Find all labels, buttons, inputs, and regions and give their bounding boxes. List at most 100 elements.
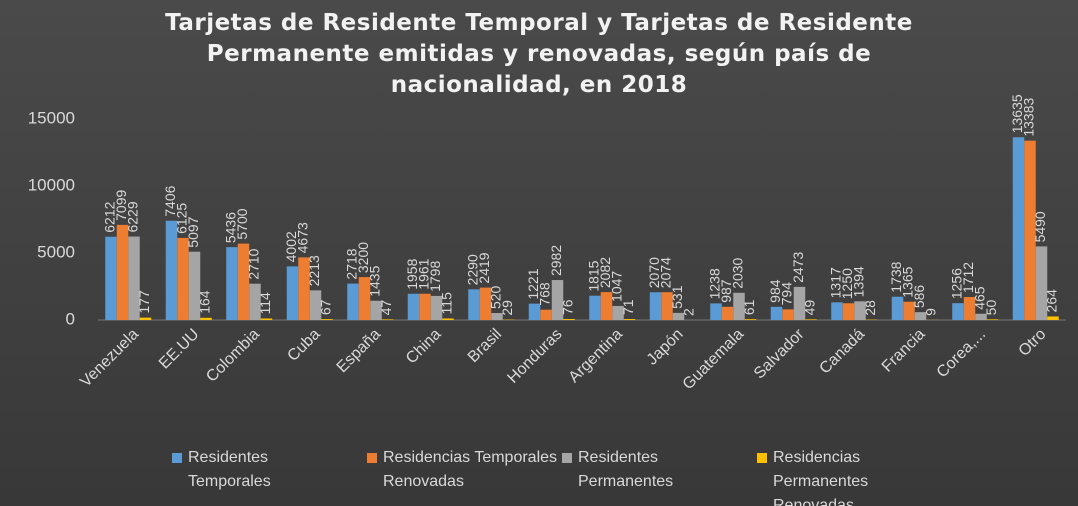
- legend-label: Residentes Temporales: [188, 449, 271, 490]
- bar: [710, 303, 722, 320]
- bar: [782, 309, 794, 320]
- data-label: 9: [923, 308, 939, 316]
- bar: [551, 280, 564, 320]
- bar: [116, 224, 129, 320]
- bar: [139, 317, 152, 320]
- x-tick-label: China: [403, 326, 445, 368]
- x-tick-label: Corea,...: [934, 326, 989, 381]
- legend-swatch: [757, 453, 767, 463]
- bar: [612, 305, 624, 320]
- bar: [442, 318, 454, 320]
- x-tick-label: Japón: [644, 326, 687, 369]
- data-label: 4002: [283, 231, 299, 262]
- bar: [528, 303, 541, 320]
- x-tick-label: Cuba: [284, 326, 323, 365]
- data-label: 1238: [707, 268, 723, 299]
- x-tick-label: Otro: [1016, 326, 1050, 360]
- data-label: 5097: [185, 216, 201, 247]
- data-label: 6212: [102, 201, 118, 232]
- data-label: 2213: [306, 255, 322, 286]
- data-label: 29: [499, 300, 515, 316]
- data-label: 1798: [427, 261, 443, 292]
- legend-label: Residencias Temporales Renovadas: [383, 449, 558, 490]
- data-label: 1435: [367, 265, 383, 296]
- bar: [177, 237, 189, 320]
- data-label: 531: [669, 285, 685, 309]
- data-label: 1221: [525, 268, 541, 299]
- bar: [963, 297, 976, 320]
- x-tick-label: Salvador: [751, 325, 808, 382]
- data-label: 13383: [1021, 98, 1037, 137]
- data-label: 1250: [839, 268, 855, 299]
- data-label: 4673: [295, 222, 311, 253]
- data-label: 1815: [586, 260, 602, 291]
- data-label: 7099: [113, 190, 129, 221]
- data-label: 67: [318, 299, 334, 315]
- bar: [600, 292, 613, 320]
- data-label: 264: [1044, 289, 1060, 313]
- data-label: 465: [972, 286, 988, 310]
- data-label: 2030: [730, 257, 746, 288]
- bar: [1024, 140, 1036, 320]
- chart-title: Tarjetas de Residente Temporal y Tarjeta…: [165, 10, 913, 98]
- bar: [407, 293, 420, 320]
- data-label: 987: [718, 279, 734, 303]
- bar: [479, 287, 492, 320]
- bar: [128, 236, 140, 320]
- y-tick-label: 15000: [28, 108, 75, 127]
- y-tick-label: 10000: [28, 175, 75, 194]
- x-tick-label: EE.UU: [156, 326, 203, 373]
- x-tick-label: Brasil: [465, 326, 505, 366]
- data-label: 3200: [355, 242, 371, 273]
- bar: [831, 302, 843, 320]
- data-label: 5436: [223, 212, 239, 243]
- data-label: 2070: [646, 257, 662, 288]
- data-label: 28: [862, 300, 878, 316]
- bar: [188, 251, 201, 320]
- y-tick-label: 5000: [37, 242, 75, 261]
- data-label: 2710: [246, 248, 262, 279]
- data-label: 1047: [609, 271, 625, 302]
- data-label: 2473: [790, 252, 806, 283]
- bar: [914, 312, 927, 320]
- bar: [649, 292, 662, 320]
- y-tick-label: 0: [66, 309, 75, 328]
- legend-swatch: [172, 453, 182, 463]
- bar: [419, 293, 431, 320]
- bar: [563, 318, 575, 320]
- bar: [733, 292, 745, 320]
- data-label: 794: [779, 282, 795, 306]
- data-label: 5700: [234, 208, 250, 239]
- bar: [1012, 137, 1025, 320]
- data-label: 164: [197, 290, 213, 314]
- data-label: 1958: [404, 258, 420, 289]
- legend-item: Residencias Permanentes Renovadas: [755, 446, 950, 506]
- bar: [903, 301, 915, 320]
- data-label: 13635: [1009, 94, 1025, 133]
- data-label: 2290: [465, 254, 481, 285]
- data-label: 586: [911, 285, 927, 309]
- bar: [770, 306, 783, 320]
- data-label: 114: [257, 292, 273, 315]
- data-label: 2074: [658, 257, 674, 288]
- data-label: 7406: [162, 185, 178, 216]
- bar: [975, 313, 987, 320]
- legend-swatch: [367, 453, 377, 463]
- bar: [744, 319, 757, 320]
- bar: [491, 313, 503, 320]
- x-tick-label: España: [334, 326, 384, 376]
- data-label: 2419: [476, 252, 492, 283]
- bar: [260, 318, 273, 320]
- bar: [986, 319, 999, 320]
- data-label: 1961: [416, 258, 432, 289]
- legend-item: Residencias Temporales Renovadas: [365, 446, 560, 506]
- data-label: 1317: [828, 267, 844, 298]
- bar: [805, 319, 817, 320]
- data-label: 6125: [174, 203, 190, 234]
- data-label: 1256: [949, 268, 965, 299]
- bar: [661, 292, 673, 320]
- bar: [286, 266, 299, 320]
- data-label: 984: [767, 279, 783, 303]
- bar: [891, 296, 904, 320]
